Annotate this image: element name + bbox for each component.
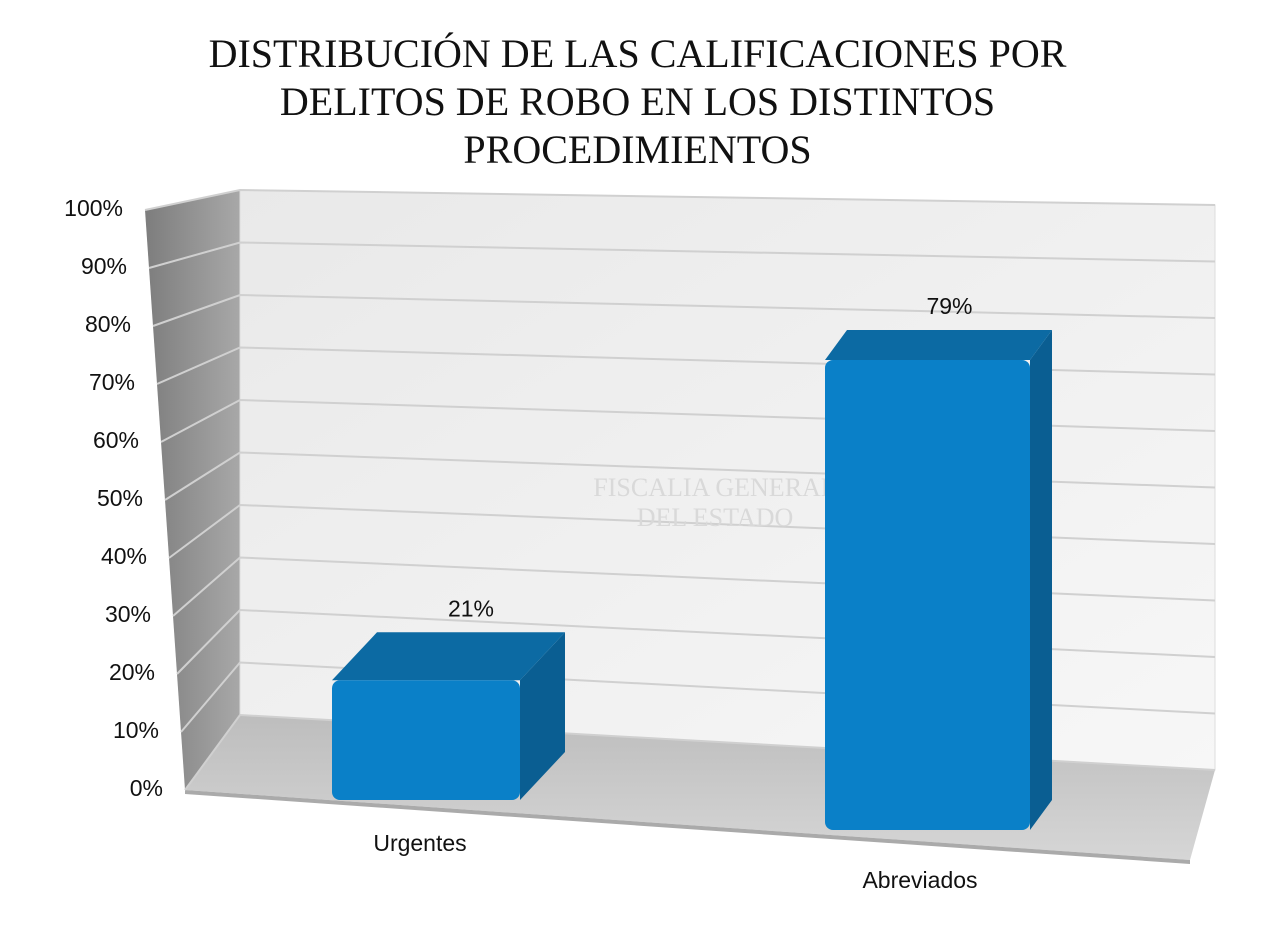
- chart-title: DISTRIBUCIÓN DE LAS CALIFICACIONES POR D…: [208, 31, 1067, 172]
- y-tick-label: 0%: [130, 775, 163, 801]
- y-tick-label: 20%: [109, 659, 155, 685]
- bar: [825, 359, 1030, 830]
- value-label: 21%: [448, 595, 494, 621]
- y-tick-label: 10%: [113, 717, 159, 743]
- y-tick-label: 80%: [85, 311, 131, 337]
- y-tick-label: 40%: [101, 543, 147, 569]
- floor-edge: [185, 790, 1190, 864]
- bar-top: [332, 632, 565, 681]
- value-label: 79%: [926, 293, 972, 319]
- bar-side: [1030, 329, 1052, 830]
- watermark: FISCALIA GENERAL: [593, 473, 836, 502]
- x-tick-label: Abreviados: [862, 867, 977, 893]
- grid-line: [152, 293, 1216, 327]
- bar: [332, 680, 520, 800]
- grid-line: [144, 188, 1216, 211]
- bar-top: [825, 329, 1052, 360]
- grid-line: [148, 241, 1216, 269]
- y-tick-label: 90%: [81, 253, 127, 279]
- y-tick-label: 70%: [89, 369, 135, 395]
- y-tick-label: 100%: [64, 195, 123, 221]
- y-tick-label: 50%: [97, 485, 143, 511]
- bar-side: [520, 632, 565, 800]
- watermark: DEL ESTADO: [637, 503, 794, 532]
- title-box: DISTRIBUCIÓN DE LAS CALIFICACIONES POR D…: [0, 30, 1275, 174]
- y-tick-label: 30%: [105, 601, 151, 627]
- x-tick-label: Urgentes: [373, 830, 466, 856]
- y-tick-label: 60%: [93, 427, 139, 453]
- left-wall: [145, 190, 240, 790]
